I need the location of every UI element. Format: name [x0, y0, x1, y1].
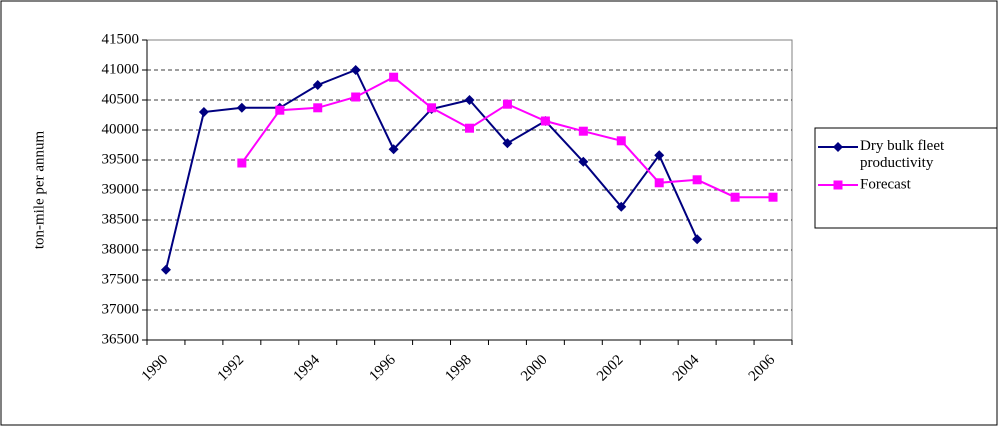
point [578, 126, 588, 136]
point [312, 80, 323, 90]
y-tick-label: 37000 [102, 301, 140, 317]
point [616, 201, 627, 212]
point [388, 144, 399, 155]
point [654, 150, 665, 161]
y-tick-label: 36500 [102, 331, 140, 347]
point [389, 72, 399, 82]
point [768, 192, 778, 202]
y-tick-label: 41000 [102, 61, 140, 77]
y-tick-label: 38000 [102, 241, 140, 257]
legend-label: Dry bulk fleet productivity [860, 138, 945, 171]
point [616, 136, 626, 146]
y-tick-label: 40500 [102, 91, 140, 107]
point [654, 178, 664, 188]
legend-box [814, 127, 998, 229]
legend-label-line: Dry bulk fleet [860, 138, 945, 154]
point [351, 92, 361, 102]
point [540, 116, 550, 126]
y-tick-label: 40000 [102, 121, 140, 137]
y-tick-label: 41500 [102, 31, 140, 47]
y-tick-label: 39000 [102, 181, 140, 197]
point [833, 180, 843, 190]
point [692, 175, 702, 185]
y-tick-label: 37500 [102, 271, 140, 287]
point [692, 234, 703, 245]
point [427, 103, 437, 113]
point [730, 192, 740, 202]
point [502, 138, 513, 149]
point [465, 123, 474, 133]
point [160, 264, 171, 275]
point [275, 105, 285, 115]
y-tick-label: 39500 [102, 151, 140, 167]
point [464, 95, 475, 105]
point [833, 142, 843, 152]
point [578, 156, 589, 167]
point [502, 99, 512, 109]
point [237, 158, 247, 168]
point [236, 102, 247, 113]
legend-label: Forecast [860, 176, 912, 192]
legend-label-line: productivity [860, 155, 934, 171]
point [313, 103, 323, 113]
point [350, 65, 361, 75]
y-axis-label: ton-mile per annum [31, 131, 47, 250]
point [198, 107, 209, 117]
y-tick-label: 38500 [102, 211, 140, 227]
